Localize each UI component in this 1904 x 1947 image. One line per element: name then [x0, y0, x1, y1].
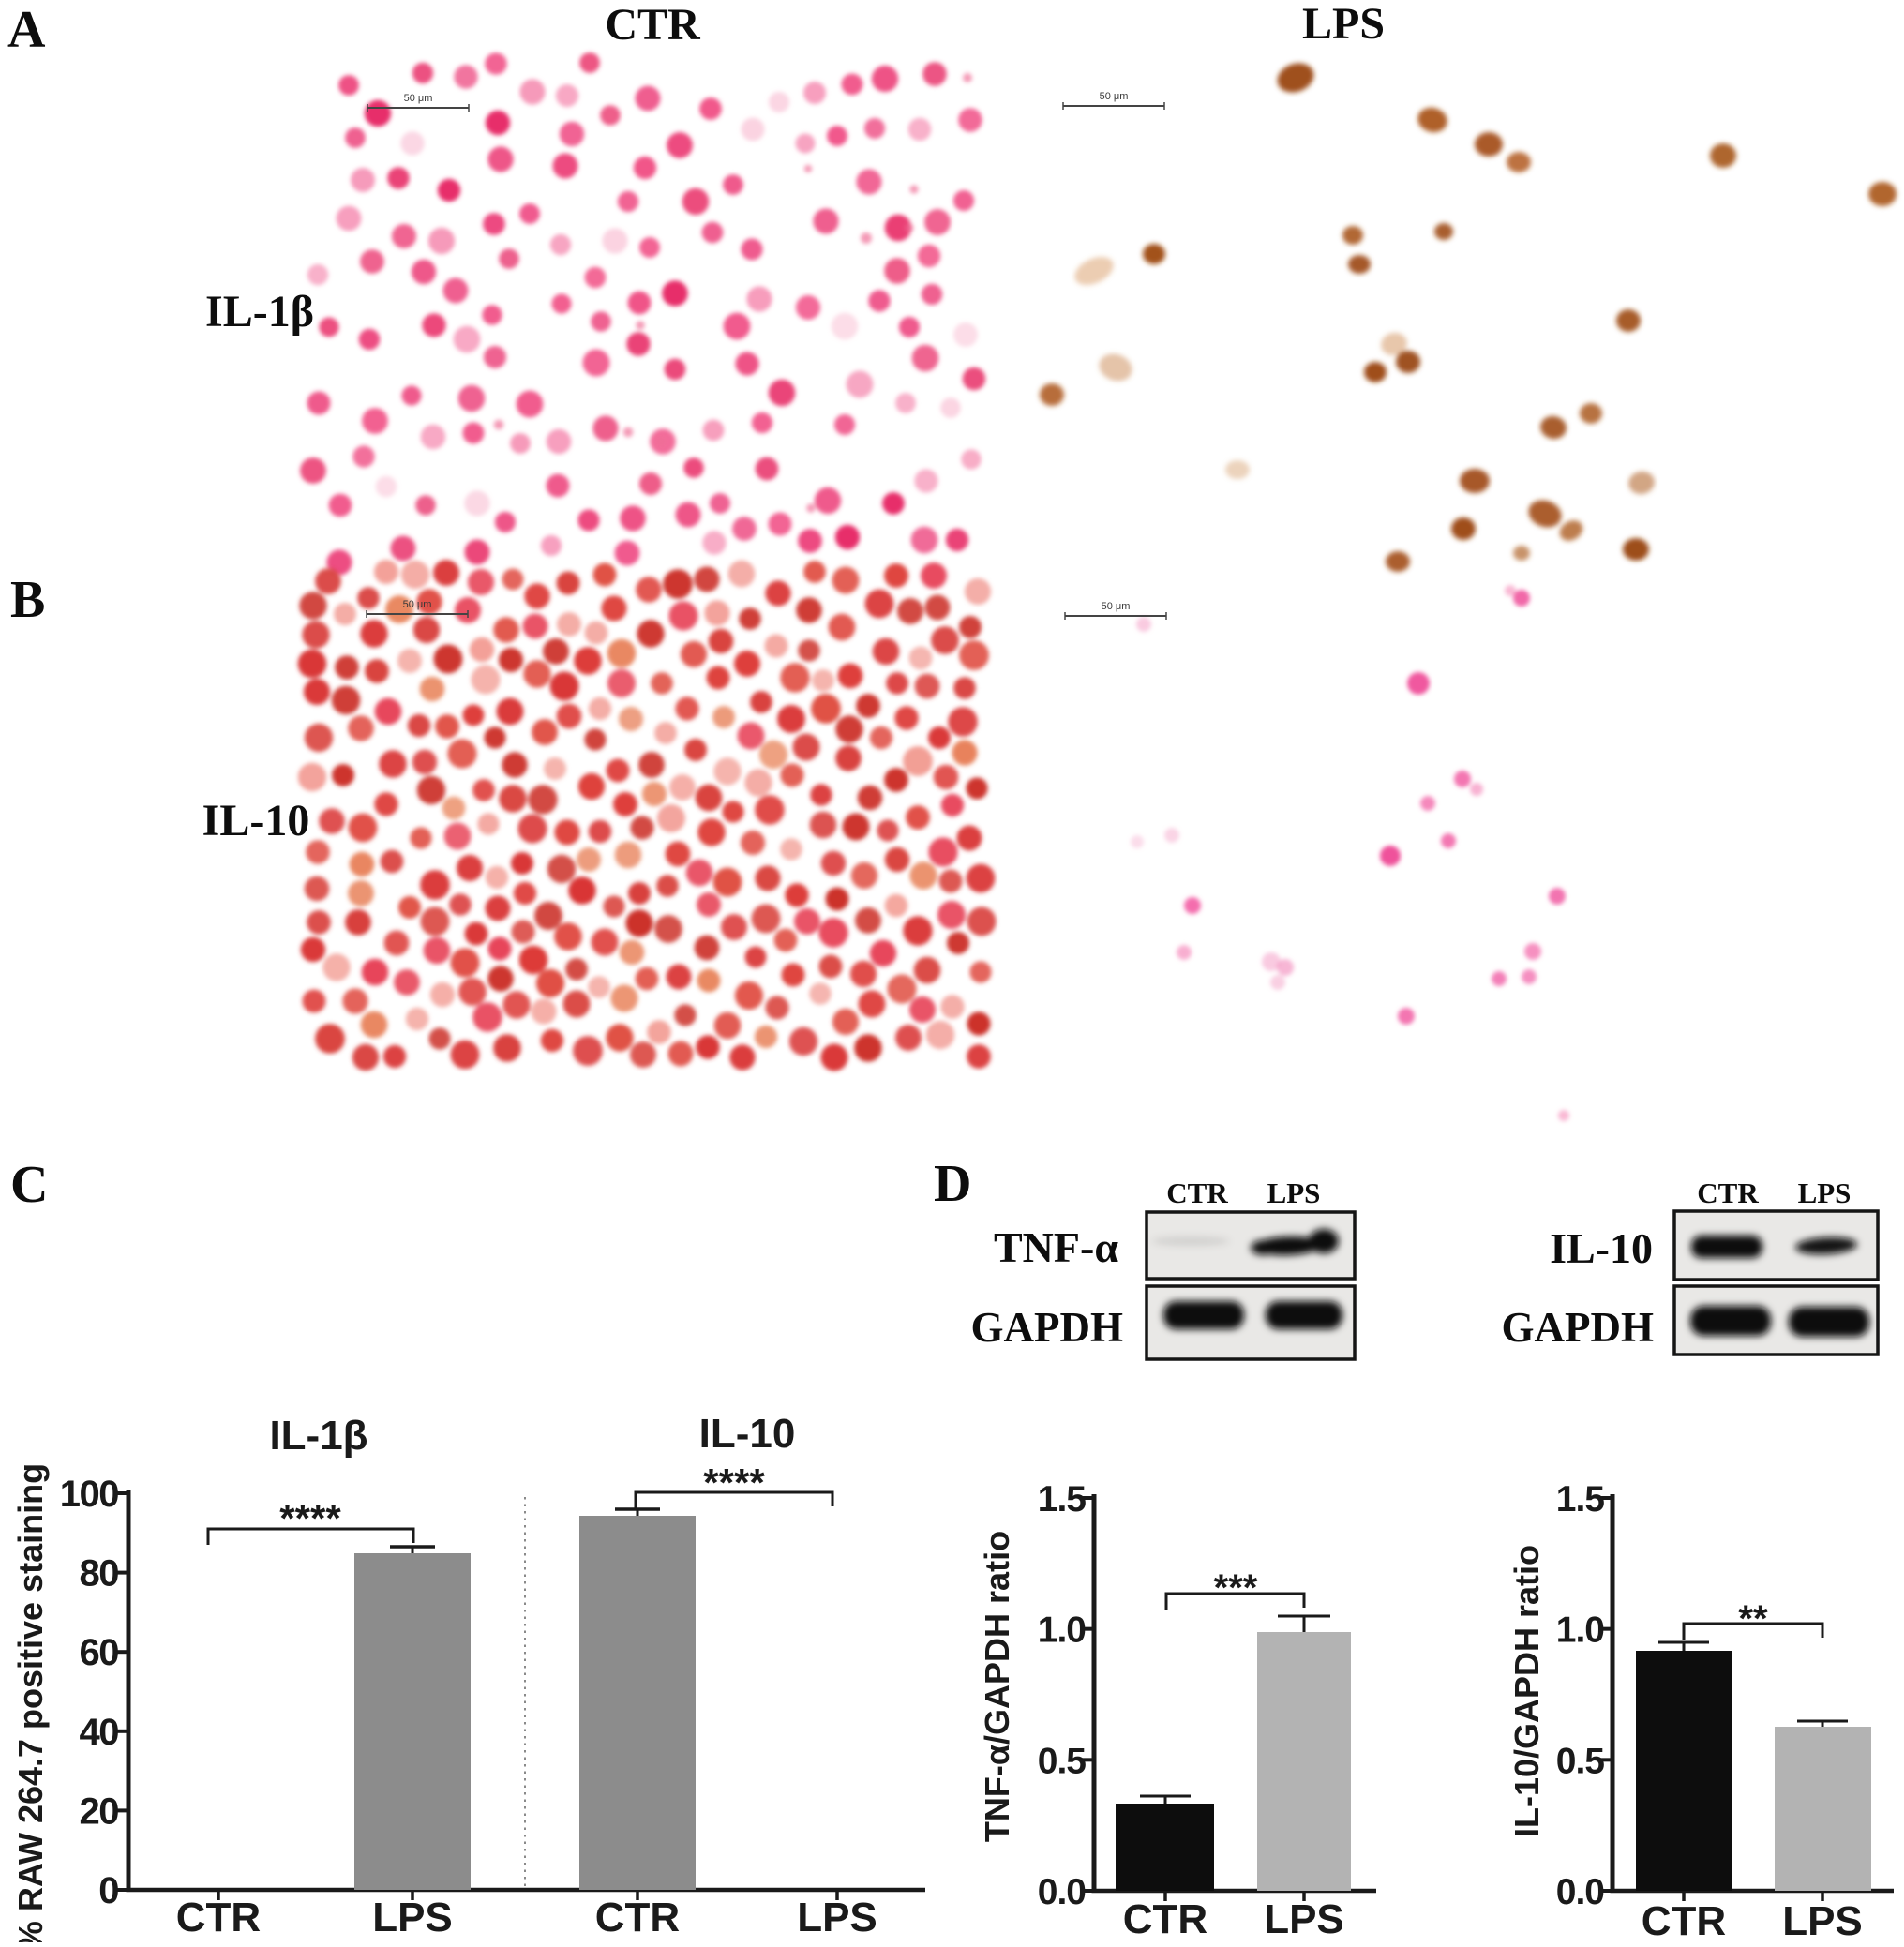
svg-text:1.5: 1.5	[1556, 1479, 1605, 1520]
svg-text:0.5: 0.5	[1038, 1741, 1087, 1781]
svg-text:****: ****	[279, 1496, 341, 1540]
svg-text:0.5: 0.5	[1556, 1741, 1605, 1781]
svg-text:20: 20	[80, 1790, 119, 1832]
svg-text:CTR: CTR	[595, 1895, 680, 1940]
svg-text:****: ****	[703, 1460, 765, 1505]
svg-text:1.0: 1.0	[1556, 1610, 1605, 1651]
svg-text:0: 0	[98, 1870, 118, 1911]
svg-text:100: 100	[60, 1474, 118, 1515]
svg-text:CTR: CTR	[1642, 1898, 1726, 1942]
svg-text:A: A	[7, 1, 46, 59]
svg-text:50 μm: 50 μm	[1100, 91, 1129, 102]
svg-text:LPS: LPS	[1302, 0, 1385, 49]
svg-text:CTR: CTR	[1123, 1896, 1207, 1942]
svg-text:60: 60	[80, 1632, 119, 1673]
svg-text:50 μm: 50 μm	[1102, 601, 1131, 612]
svg-text:C: C	[10, 1156, 48, 1214]
svg-text:LPS: LPS	[372, 1895, 453, 1940]
svg-text:CTR: CTR	[176, 1895, 261, 1940]
svg-text:0.0: 0.0	[1556, 1872, 1605, 1912]
svg-text:LPS: LPS	[1267, 1176, 1321, 1209]
svg-text:1.0: 1.0	[1038, 1610, 1087, 1651]
svg-text:CTR: CTR	[1166, 1176, 1228, 1209]
svg-text:% RAW 264.7 positive staining: % RAW 264.7 positive staining	[11, 1463, 50, 1942]
svg-text:***: ***	[1214, 1567, 1258, 1609]
svg-text:IL-1β: IL-1β	[205, 287, 314, 337]
svg-text:IL-1β: IL-1β	[269, 1413, 367, 1459]
svg-text:**: **	[1738, 1598, 1768, 1640]
svg-text:GAPDH: GAPDH	[971, 1304, 1124, 1351]
svg-text:IL-10: IL-10	[1550, 1224, 1653, 1272]
svg-text:LPS: LPS	[797, 1895, 877, 1940]
svg-text:IL-10/GAPDH ratio: IL-10/GAPDH ratio	[1507, 1545, 1546, 1837]
svg-text:CTR: CTR	[1697, 1176, 1759, 1209]
svg-text:IL-10: IL-10	[699, 1411, 796, 1457]
svg-text:80: 80	[80, 1553, 119, 1595]
svg-text:40: 40	[80, 1712, 119, 1753]
svg-text:LPS: LPS	[1782, 1898, 1863, 1942]
svg-text:LPS: LPS	[1798, 1176, 1852, 1209]
svg-text:1.5: 1.5	[1038, 1479, 1087, 1520]
svg-text:CTR: CTR	[605, 0, 701, 50]
svg-text:LPS: LPS	[1264, 1896, 1344, 1942]
svg-text:TNF-α: TNF-α	[994, 1223, 1118, 1271]
svg-text:0.0: 0.0	[1038, 1872, 1087, 1912]
svg-text:GAPDH: GAPDH	[1502, 1304, 1655, 1351]
svg-text:50 μm: 50 μm	[403, 599, 432, 610]
svg-text:B: B	[10, 571, 45, 629]
svg-text:D: D	[934, 1155, 971, 1213]
svg-text:IL-10: IL-10	[202, 796, 310, 846]
svg-text:TNF-α/GAPDH ratio: TNF-α/GAPDH ratio	[978, 1531, 1016, 1842]
svg-text:50 μm: 50 μm	[404, 93, 433, 104]
